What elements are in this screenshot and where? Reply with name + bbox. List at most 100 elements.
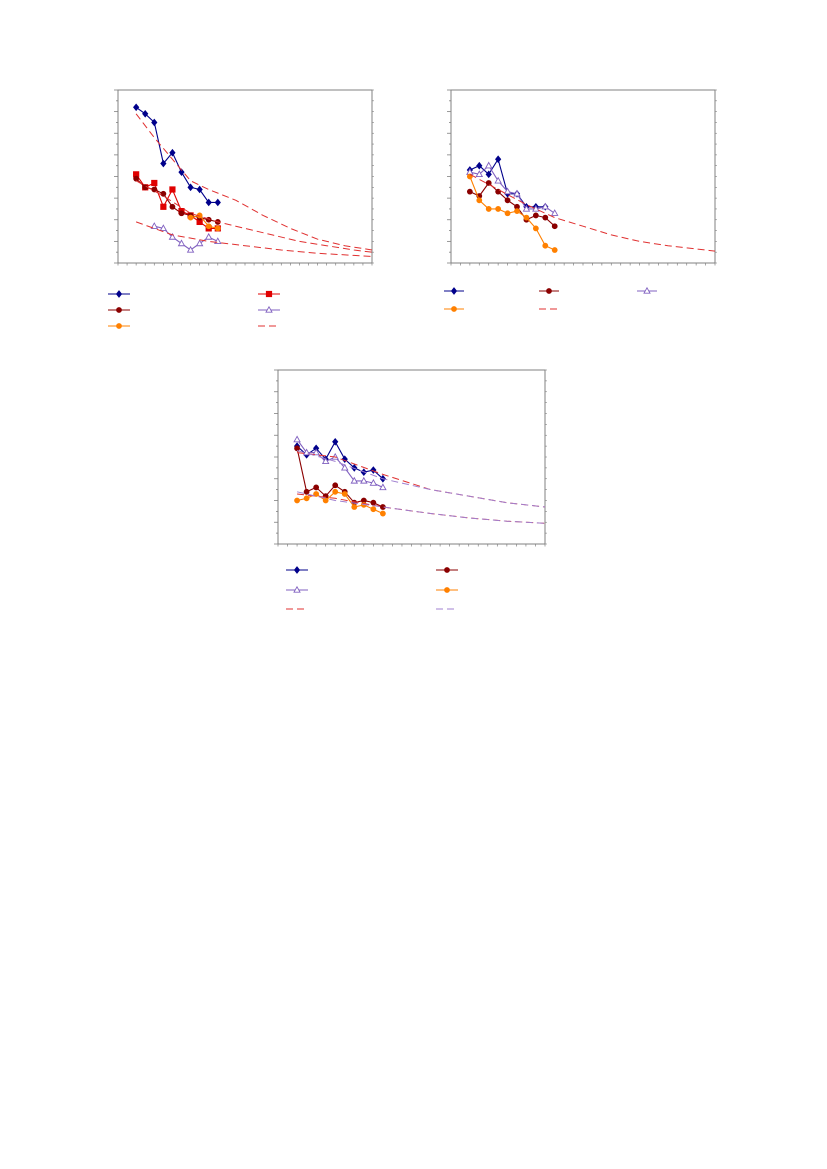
series-8 [135,221,373,257]
series-3 [466,161,559,216]
data-point [541,202,550,210]
series-7 [297,493,546,524]
series-5 [187,212,221,232]
legend-entry [108,290,130,298]
data-point [160,190,167,197]
data-point [485,170,492,179]
data-point [332,437,339,446]
legend-swatch-marker [450,287,458,295]
series-line [297,452,546,508]
series-line [296,448,384,508]
plot-frame [450,89,716,264]
series-5 [469,173,716,252]
chart-3 [274,369,547,547]
series-6 [296,450,546,508]
series-2 [466,180,558,230]
data-point [313,484,320,491]
series-line [135,106,218,203]
series-8 [296,491,546,524]
legend-swatch-marker [643,286,651,294]
legend-entry [637,286,657,294]
data-point [503,187,512,195]
series-2 [294,445,386,510]
series-line [469,164,556,214]
data-point [504,210,511,217]
legend-entry [108,323,130,329]
legend-2 [444,286,657,312]
series-1 [293,437,387,483]
series-line [135,180,373,253]
data-point [370,499,377,506]
series-line [296,491,384,515]
data-point [150,222,159,229]
data-point [177,239,186,247]
data-point [370,506,377,513]
series-1 [133,103,221,207]
data-point [495,155,502,164]
legend-entry [258,305,280,313]
series-line [135,173,218,229]
series-line [190,214,218,229]
data-point [294,445,300,452]
legend-3 [286,566,458,610]
legend-swatch-marker [293,585,301,593]
legend-swatch-marker [265,305,273,313]
legend-swatch-marker [546,288,552,294]
series-line [296,450,546,508]
series-3 [293,435,387,491]
legend-swatch-marker [444,567,450,573]
data-point [133,103,140,112]
data-point [205,223,212,230]
plot-frame [117,89,373,264]
legend-swatch-marker [116,323,122,329]
data-point [160,159,167,168]
data-point [322,497,329,504]
data-point [151,179,158,187]
data-point [532,212,539,219]
data-point [186,245,195,253]
data-point [313,491,320,497]
chart-2 [447,89,717,266]
data-point [142,109,149,118]
legend-swatch-marker [444,587,450,593]
data-point [476,161,483,170]
series-line [296,440,384,480]
data-point [160,203,167,210]
data-point [332,482,339,489]
data-point [551,223,558,230]
data-point [514,208,520,215]
legend-swatch-marker [293,566,301,574]
legend-entry [286,566,308,574]
data-point [351,504,358,510]
data-point [187,214,194,221]
series-line [469,182,556,227]
data-point [312,448,320,456]
data-point [294,497,300,504]
data-point [379,510,386,517]
legend-entry [444,287,464,295]
data-point [133,175,140,182]
legend-entry [444,306,464,312]
legend-entry [539,288,559,294]
data-point [169,148,176,157]
data-point [513,189,521,197]
legend-entry [108,307,130,313]
data-point [485,180,492,186]
legend-1 [108,290,280,329]
data-point [484,161,493,169]
plot-frame [277,369,546,545]
data-point [370,466,377,474]
data-point [303,488,310,495]
series-line [135,113,373,251]
data-point [169,203,176,210]
series-line [469,176,555,251]
data-point [321,457,330,464]
data-point [542,242,549,249]
data-point [476,197,483,204]
series-line [135,221,373,257]
series-line [297,493,546,524]
data-point [178,210,185,217]
data-point [205,198,212,207]
data-point [495,188,502,195]
